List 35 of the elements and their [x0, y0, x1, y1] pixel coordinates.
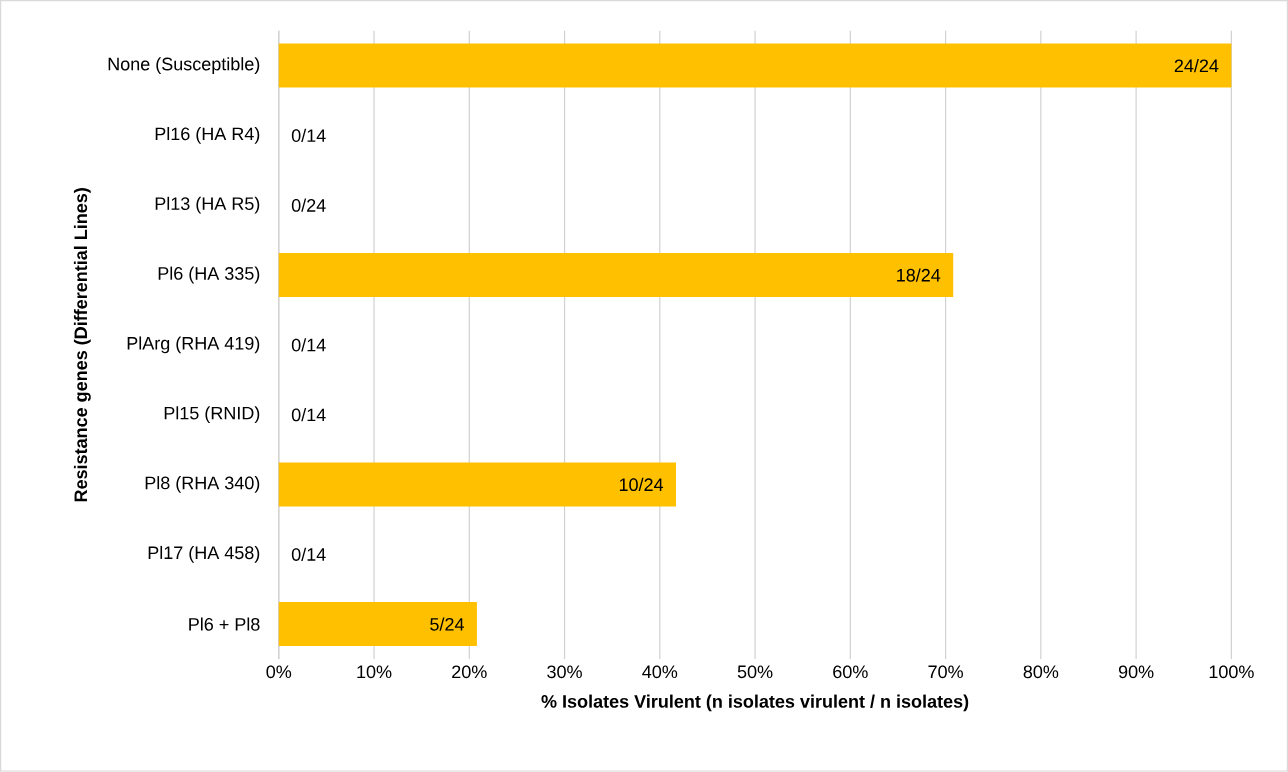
y-axis-title: Resistance genes (Differential Lines): [73, 188, 91, 502]
y-tick-label: Pl8 (RHA 340): [145, 476, 260, 494]
y-tick-label: Pl6 + Pl8: [189, 617, 260, 631]
x-tick-label: 50%: [737, 665, 773, 679]
bar: [278, 462, 676, 507]
data-label: 18/24: [897, 268, 941, 282]
x-tick-label: 0%: [266, 665, 292, 679]
bar: [278, 43, 1232, 88]
x-tick-label: 20%: [452, 665, 487, 679]
x-tick-label: 30%: [547, 665, 582, 679]
y-tick-label: Pl17 (HA 458): [148, 546, 260, 563]
x-tick-label: 40%: [642, 665, 678, 679]
data-label: 5/24: [430, 617, 464, 631]
x-tick-label: 80%: [1023, 665, 1059, 679]
x-tick-label: 70%: [928, 665, 963, 679]
y-tick-label: None (Susceptible): [108, 57, 260, 75]
data-label: 0/24: [291, 198, 326, 212]
x-tick-label: 60%: [833, 665, 868, 679]
data-label: 10/24: [619, 478, 664, 492]
y-tick-label: Pl16 (HA R4): [155, 127, 260, 144]
data-label: 0/14: [291, 128, 326, 143]
x-tick-label: 90%: [1118, 665, 1154, 679]
y-tick-label: Pl13 (HA R5): [155, 196, 260, 214]
data-label: 0/14: [291, 547, 326, 562]
bar: [278, 602, 477, 647]
y-tick-label: Pl15 (RNID): [164, 406, 260, 424]
y-tick-label: Pl6 (HA 335): [158, 266, 260, 284]
x-tick-label: 10%: [357, 665, 392, 679]
data-label: 24/24: [1174, 59, 1219, 73]
data-label: 0/14: [291, 408, 326, 422]
bar: [278, 253, 954, 298]
y-tick-label: PlArg (RHA 419): [127, 336, 260, 354]
data-label: 0/14: [291, 338, 326, 352]
x-axis-title: % Isolates Virulent (n isolates virulent / n isolates): [541, 694, 969, 712]
x-tick-label: 100%: [1209, 665, 1254, 679]
